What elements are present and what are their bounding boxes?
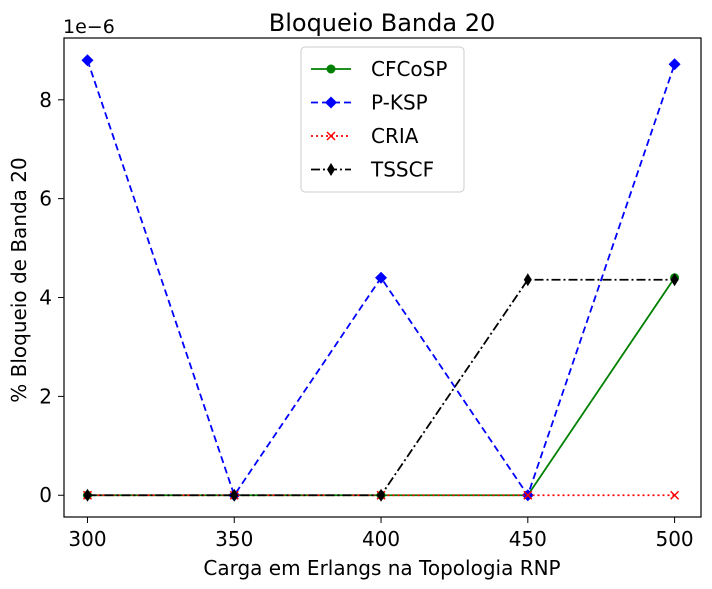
data-point [83,488,92,502]
y-tick-label: 8 [39,88,52,112]
legend-label: CFCoSP [371,57,447,81]
legend-marker [326,131,336,141]
data-point [230,488,239,502]
data-point [670,490,680,500]
plot-area: 300 350 400 450 500 0 2 4 6 8 CFCoSP P-KSP CRIA TSSCF [39,37,702,551]
data-point [668,58,681,71]
data-point [523,490,533,500]
legend-label: TSSCF [370,158,434,182]
x-tick-label: 500 [655,527,693,551]
y-axis-label: % Bloqueio de Banda 20 [7,157,31,402]
y-tick-label: 0 [39,483,52,507]
series-tsscf [83,273,679,502]
series-line [87,278,675,497]
legend-item: CFCoSP [311,57,447,81]
x-tick-label: 300 [68,527,106,551]
data-point [523,273,532,287]
legend-marker [327,163,335,176]
axes-frame [63,37,702,518]
legend: CFCoSP P-KSP CRIA TSSCF [300,46,465,193]
legend-item: P-KSP [311,91,428,115]
legend-label: CRIA [371,124,419,148]
series-line [87,277,676,497]
x-tick-label: 400 [362,527,400,551]
legend-marker [326,64,336,74]
x-axis-label: Carga em Erlangs na Topologia RNP [203,556,560,580]
series-cfcosp [82,273,680,500]
legend-marker [325,96,337,109]
legend-item: TSSCF [311,158,434,182]
y-tick-label: 4 [39,286,52,310]
data-point [81,54,94,67]
y-tick-label: 6 [39,187,52,211]
y-offset-label: 1e−6 [63,16,115,38]
data-point [670,273,679,287]
x-tick-label: 350 [215,527,253,551]
data-point [377,488,386,502]
legend-frame [300,46,465,193]
x-tick-label: 450 [509,527,547,551]
legend-item: CRIA [311,124,419,148]
legend-label: P-KSP [371,91,428,115]
chart-title: Bloqueio Banda 20 [269,9,496,37]
y-tick-label: 2 [39,384,52,408]
data-point [375,271,388,284]
